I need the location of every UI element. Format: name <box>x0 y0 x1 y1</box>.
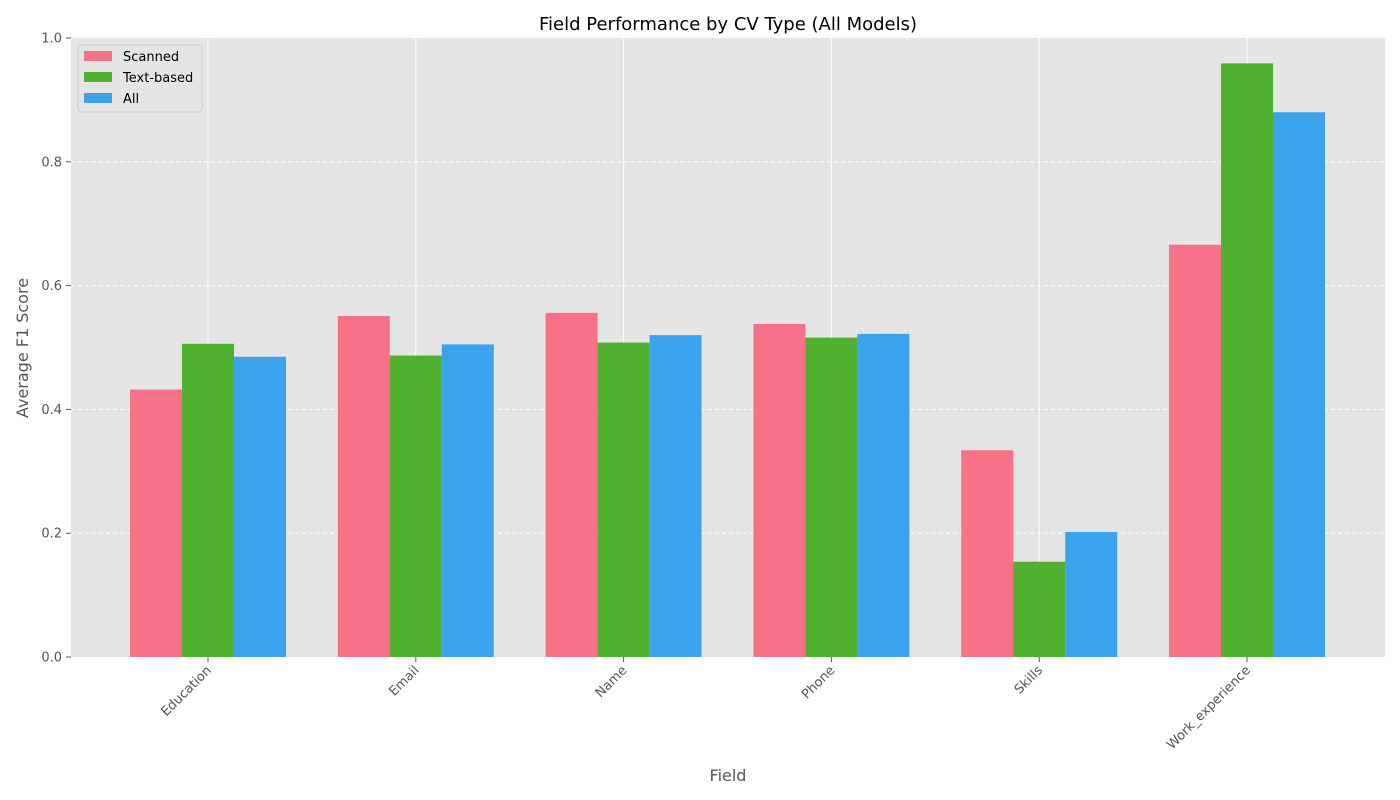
bar-scanned-skills <box>961 450 1014 657</box>
chart-title: Field Performance by CV Type (All Models… <box>539 14 917 35</box>
y-tick-label: 0.4 <box>41 403 62 418</box>
bar-all-work-experience <box>1273 112 1325 657</box>
bar-scanned-email <box>337 315 390 657</box>
y-tick-label: 0.6 <box>41 279 62 294</box>
bar-text-based-email <box>389 355 442 657</box>
bar-scanned-phone <box>753 323 806 657</box>
bar-text-based-work-experience <box>1221 63 1273 657</box>
legend-swatch <box>84 51 112 61</box>
x-tick-label: Skills <box>1012 663 1046 697</box>
bar-text-based-education <box>182 343 234 657</box>
bar-scanned-name <box>545 312 598 657</box>
legend-label: Scanned <box>123 50 179 65</box>
bar-text-based-skills <box>1013 561 1066 657</box>
y-tick-label: 0.0 <box>41 651 62 666</box>
x-tick-label: Email <box>387 663 423 699</box>
y-tick-label: 0.8 <box>41 155 62 170</box>
legend-swatch <box>84 72 112 82</box>
bars <box>130 63 1325 657</box>
bar-text-based-name <box>597 342 650 657</box>
y-axis-ticks: 0.0 0.2 0.4 0.6 0.8 1.0 <box>41 32 71 666</box>
legend-swatch <box>84 93 112 103</box>
bar-all-name <box>649 335 702 657</box>
legend-label: All <box>123 92 139 107</box>
x-tick-label: Education <box>158 663 214 719</box>
bar-all-email <box>441 344 494 657</box>
y-tick-label: 1.0 <box>41 32 62 47</box>
bar-all-phone <box>857 333 910 657</box>
bar-text-based-phone <box>805 337 858 657</box>
x-axis-label: Field <box>710 766 747 785</box>
x-tick-label: Phone <box>799 663 838 702</box>
bar-all-education <box>234 356 286 657</box>
bar-scanned-education <box>130 389 182 657</box>
x-tick-label: Name <box>593 663 631 701</box>
y-tick-label: 0.2 <box>41 527 62 542</box>
y-axis-label: Average F1 Score <box>13 278 32 418</box>
x-axis-ticks: Education Email Name Phone Skills Work_experi… <box>158 657 1254 753</box>
plot-area <box>71 38 1385 657</box>
legend: Scanned Text-based All <box>77 44 203 113</box>
legend-label: Text-based <box>122 71 193 86</box>
bar-scanned-work-experience <box>1169 244 1221 657</box>
bar-all-skills <box>1065 531 1118 657</box>
x-tick-label: Work_experience <box>1164 663 1253 752</box>
